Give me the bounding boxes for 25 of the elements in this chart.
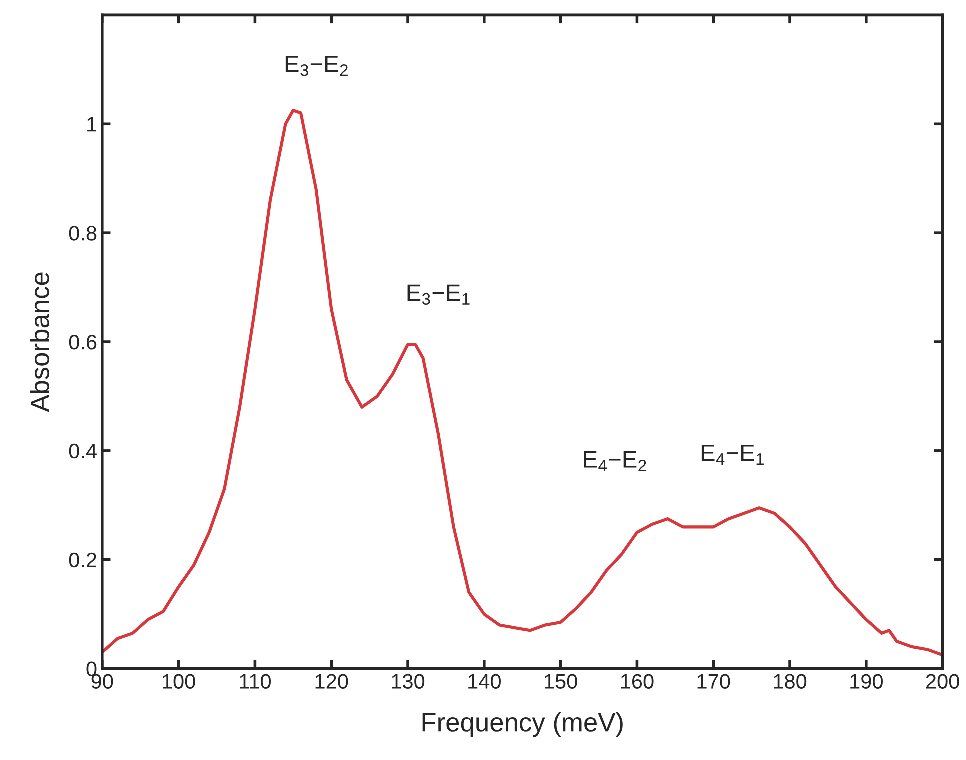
x-tick-label: 110: [240, 674, 271, 689]
x-axis-title: Frequency (meV): [422, 712, 623, 738]
annotation: E$_{4}$−E$_{2}$: [584, 452, 646, 472]
x-tick-label: 180: [774, 674, 807, 689]
x-tick-label: 90: [92, 674, 114, 689]
annotation: E$_{3}$−E$_{1}$: [408, 284, 470, 306]
y-axis-title: Absorbance: [30, 272, 50, 412]
y-tick-label: 0.4: [69, 444, 97, 459]
y-tick-label: 0.6: [69, 335, 97, 350]
y-tick-label: 0.2: [69, 552, 96, 568]
annotation: E$_{4}$−E$_{1}$: [702, 444, 764, 465]
x-tick-label: 190: [850, 674, 883, 689]
x-tick-label: 120: [316, 674, 348, 689]
x-tick-label: 130: [392, 674, 425, 689]
y-tick-label: 0.8: [69, 226, 97, 241]
x-tick-label: 160: [621, 674, 654, 689]
annotation: E$_{3}$−E$_{2}$: [286, 56, 348, 76]
y-tick-label: 1: [88, 117, 97, 132]
y-tick-label: 0: [86, 662, 97, 677]
line-series: [102, 108, 943, 657]
x-tick-label: 100: [163, 674, 196, 689]
x-tick-label: 140: [468, 674, 501, 689]
x-tick-label: 150: [545, 674, 578, 689]
x-tick-label: 200: [926, 674, 960, 689]
x-tick-label: 170: [698, 674, 730, 689]
